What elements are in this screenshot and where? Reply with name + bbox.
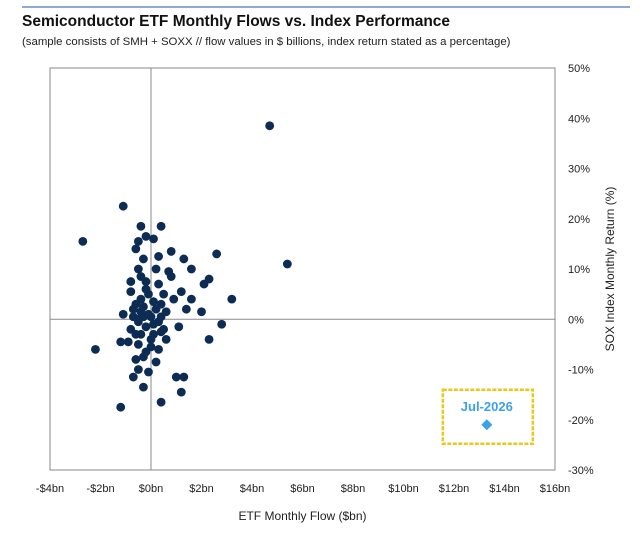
- x-tick-label: -$4bn: [36, 483, 64, 495]
- x-tick-label: -$2bn: [86, 483, 114, 495]
- scatter-point: [217, 319, 227, 329]
- scatter-point: [128, 304, 138, 314]
- y-tick-label: 20%: [568, 214, 590, 226]
- scatter-point: [154, 279, 163, 289]
- scatter-point: [133, 236, 143, 246]
- y-axis-title: SOX Index Monthly Return (%): [603, 187, 617, 352]
- scatter-point: [174, 322, 184, 332]
- scatter-point: [212, 249, 222, 259]
- chart-subtitle: (sample consists of SMH + SOXX // flow v…: [22, 36, 511, 48]
- scatter-point: [171, 372, 181, 382]
- y-tick-label: -20%: [568, 415, 594, 427]
- scatter-point: [179, 372, 189, 382]
- scatter-point: [159, 289, 169, 299]
- highlight-diamond-point: [481, 419, 493, 431]
- callout-label: Jul-2026: [461, 399, 513, 414]
- header-rule: [22, 6, 630, 8]
- data-points: [78, 121, 292, 412]
- scatter-point: [176, 387, 186, 397]
- scatter-point: [159, 324, 169, 334]
- scatter-point: [265, 121, 275, 131]
- scatter-point: [156, 221, 166, 231]
- y-tick-label: 40%: [568, 113, 590, 125]
- highlight-callout: Jul-2026: [441, 388, 535, 446]
- x-axis-title: ETF Monthly Flow ($bn): [238, 509, 366, 523]
- scatter-point: [166, 272, 176, 281]
- scatter-point: [118, 201, 128, 211]
- scatter-point: [149, 319, 158, 329]
- y-tick-label: 30%: [568, 164, 590, 176]
- scatter-point: [141, 277, 151, 286]
- x-tick-label: $14bn: [489, 483, 520, 495]
- scatter-point: [197, 307, 206, 317]
- plot-area: [49, 67, 556, 471]
- scatter-point: [154, 252, 163, 261]
- scatter-point: [176, 287, 186, 297]
- scatter-point: [161, 334, 171, 344]
- scatter-point: [126, 277, 136, 286]
- scatter-point: [149, 234, 158, 244]
- scatter-point: [149, 297, 158, 307]
- scatter-point: [141, 347, 151, 357]
- x-tick-label: $8bn: [341, 483, 365, 495]
- scatter-point: [166, 247, 176, 256]
- scatter-point: [204, 334, 214, 344]
- chart-title: Semiconductor ETF Monthly Flows vs. Inde…: [22, 13, 451, 30]
- scatter-point: [282, 259, 292, 269]
- scatter-point: [136, 294, 146, 304]
- scatter-point: [151, 264, 161, 274]
- scatter-point: [146, 334, 156, 344]
- scatter-point: [136, 221, 146, 231]
- scatter-point: [154, 345, 163, 354]
- scatter-point: [141, 322, 151, 332]
- scatter-point: [181, 304, 191, 314]
- scatter-point: [156, 312, 166, 322]
- scatter-point: [91, 345, 100, 354]
- scatter-point: [116, 337, 126, 347]
- y-tick-label: 50%: [568, 63, 590, 75]
- y-tick-label: 0%: [568, 314, 584, 326]
- scatter-point: [118, 309, 128, 319]
- scatter-point: [199, 279, 209, 289]
- scatter-point: [141, 231, 151, 241]
- scatter-point: [133, 264, 143, 274]
- scatter-point: [144, 289, 153, 299]
- x-tick-label: $0bn: [139, 483, 163, 495]
- scatter-point: [179, 254, 189, 264]
- x-tick-label: $12bn: [439, 483, 470, 495]
- scatter-point: [151, 357, 161, 367]
- y-tick-labels: -30% -20% -10% 0% 10% 20% 30% 40% 50%: [568, 63, 594, 477]
- scatter-point: [227, 294, 237, 304]
- scatter-point: [187, 294, 196, 304]
- scatter-point: [156, 397, 166, 407]
- scatter-point: [144, 367, 153, 377]
- x-tick-label: $6bn: [290, 483, 314, 495]
- x-tick-label: $16bn: [540, 483, 571, 495]
- callout-box: [441, 388, 535, 446]
- scatter-point: [187, 264, 196, 274]
- scatter-point: [128, 372, 138, 382]
- x-tick-label: $10bn: [388, 483, 419, 495]
- scatter-point: [116, 402, 126, 412]
- scatter-point: [133, 365, 143, 374]
- scatter-point: [126, 287, 136, 297]
- scatter-point: [131, 329, 141, 339]
- scatter-point: [136, 307, 146, 317]
- y-tick-label: 10%: [568, 264, 590, 276]
- scatter-point: [123, 337, 133, 347]
- y-tick-label: -30%: [568, 465, 594, 477]
- x-tick-labels: -$4bn -$2bn $0bn $2bn $4bn $6bn $8bn $10bn $12bn…: [36, 483, 570, 495]
- scatter-point: [156, 299, 166, 309]
- scatter-point: [133, 339, 143, 349]
- scatter-point: [139, 254, 148, 264]
- scatter-point: [131, 355, 141, 364]
- scatter-point: [78, 236, 88, 246]
- scatter-point: [169, 294, 179, 304]
- x-tick-label: $2bn: [189, 483, 213, 495]
- scatter-point: [131, 244, 141, 254]
- x-tick-label: $4bn: [240, 483, 264, 495]
- y-tick-label: -10%: [568, 365, 594, 377]
- scatter-point: [139, 382, 148, 392]
